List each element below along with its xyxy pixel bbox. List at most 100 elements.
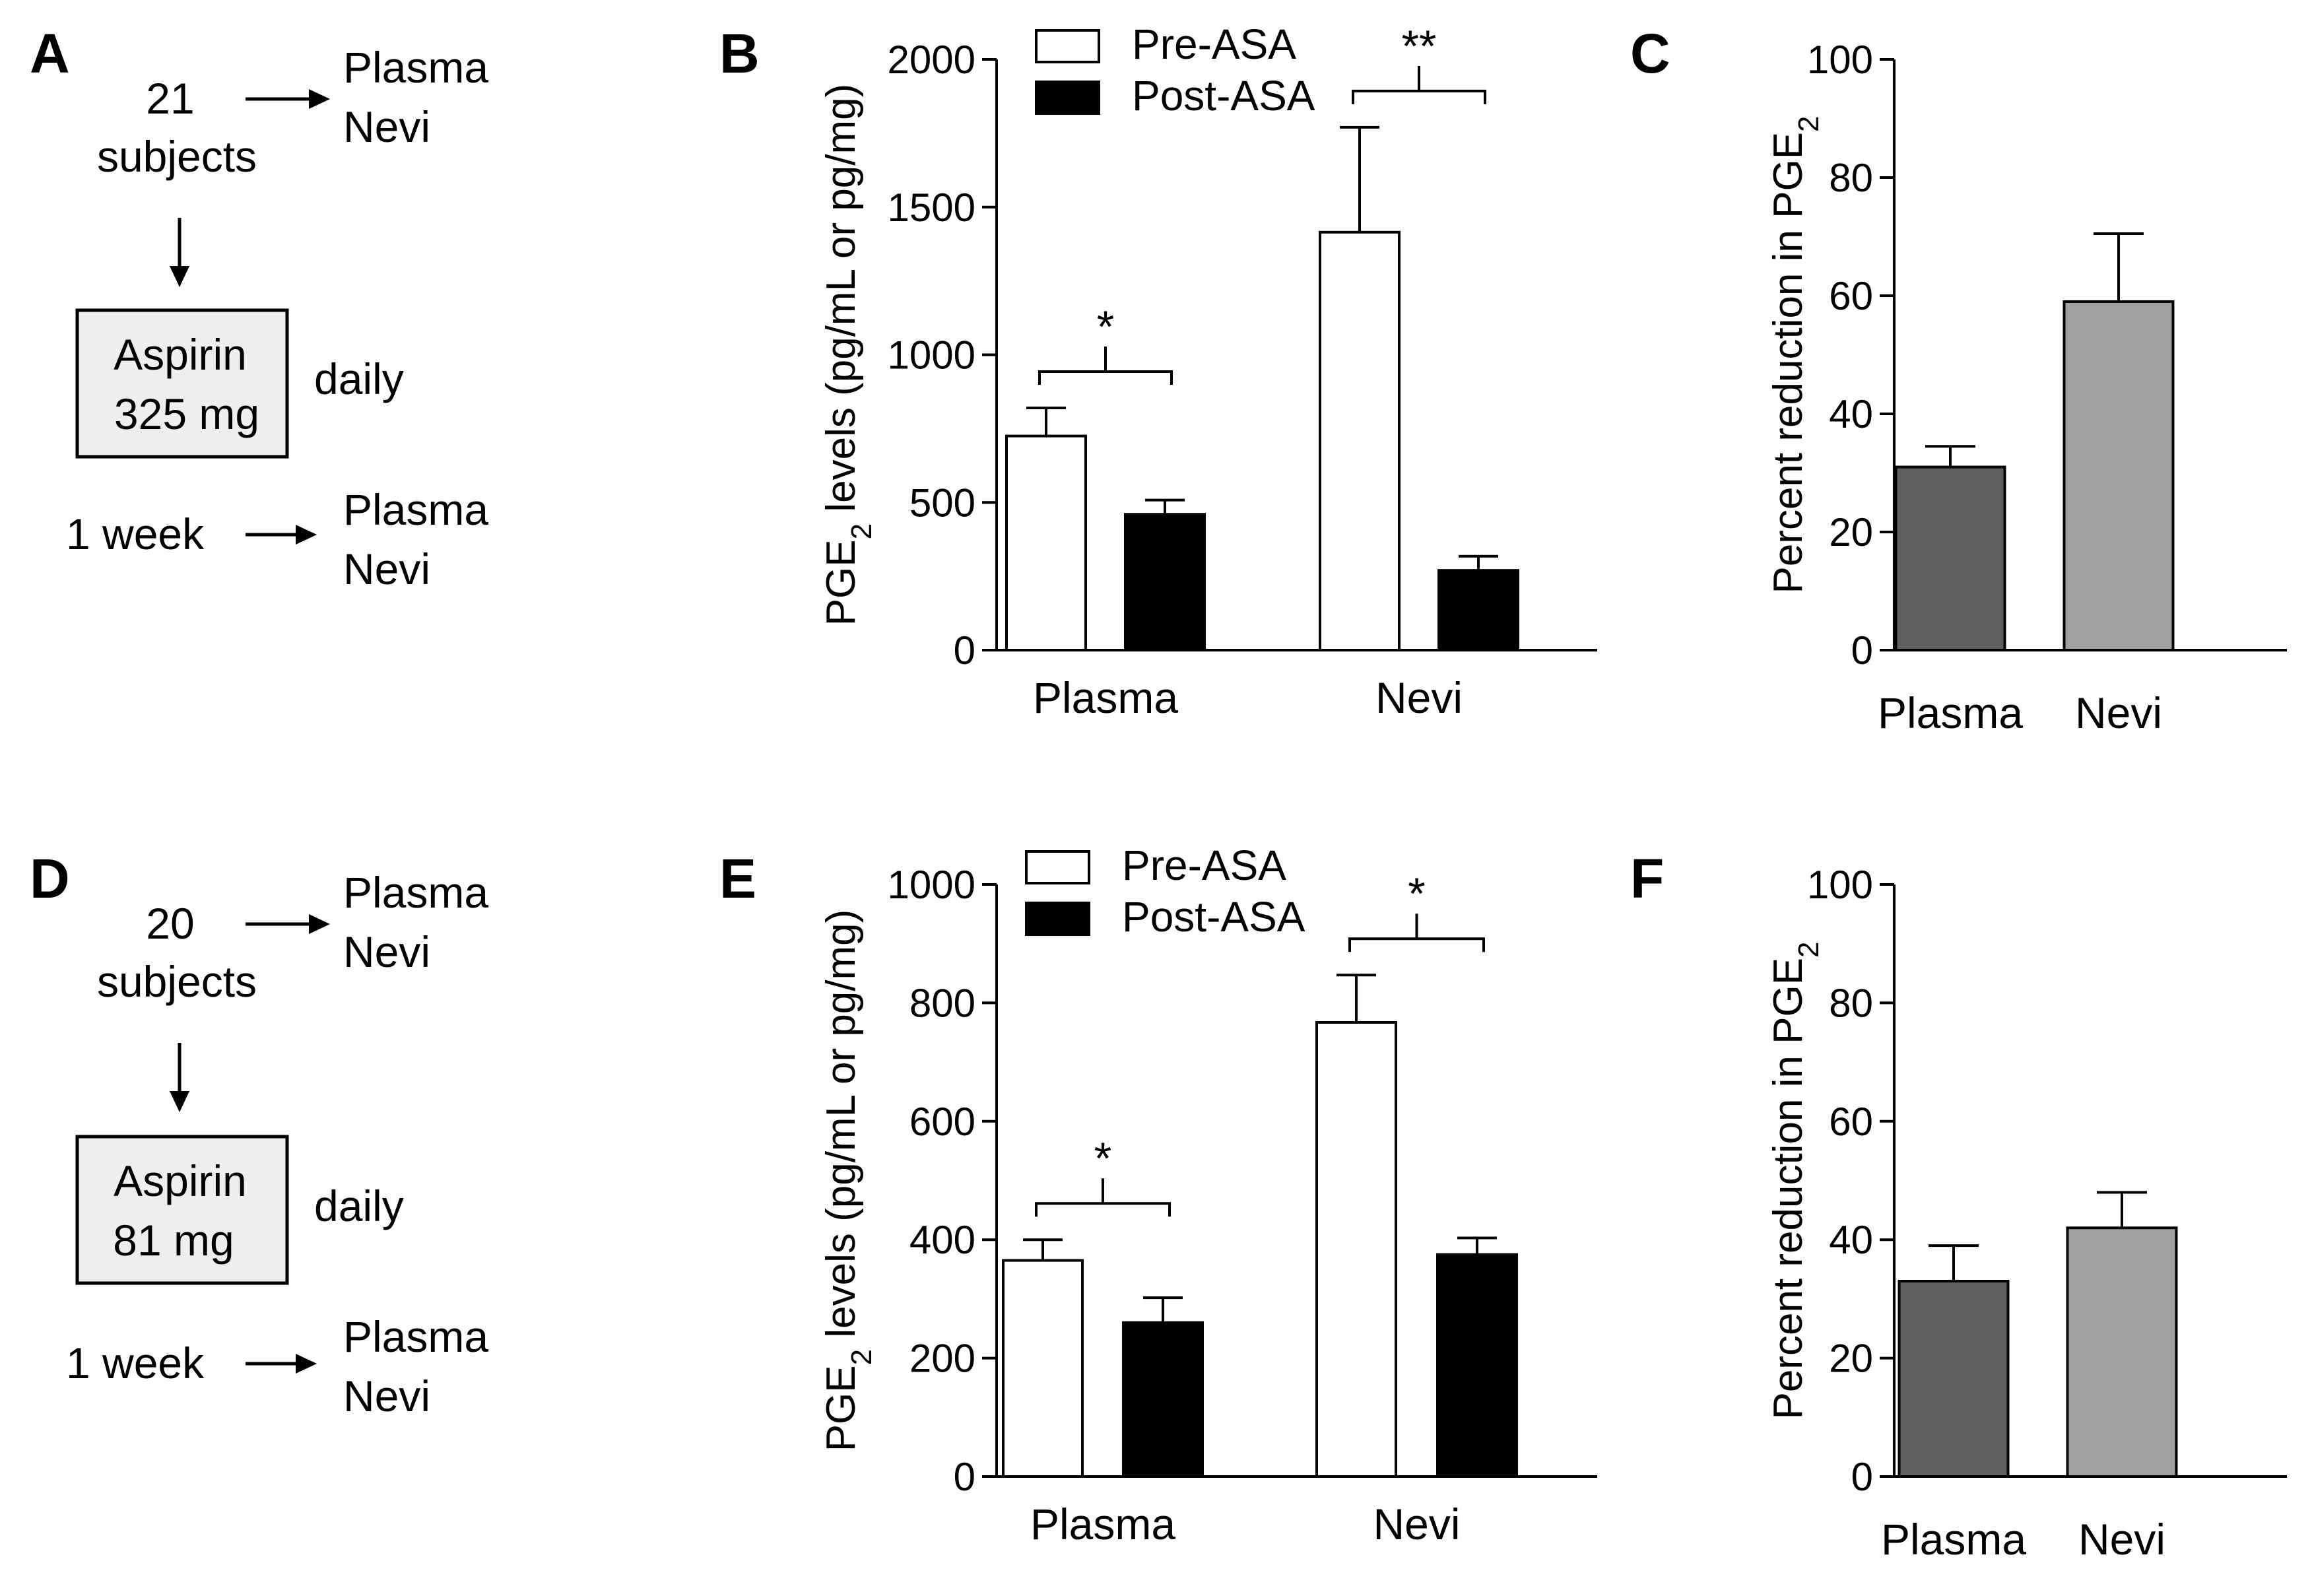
bar-pre-asa-plasma: [1002, 1259, 1084, 1478]
y-tick-label: 200: [909, 1337, 975, 1381]
baseline-sample-plasma: Plasma: [343, 43, 488, 92]
subject-count: 20: [146, 899, 194, 948]
significance-marker: *: [1097, 302, 1114, 352]
followup-sample-plasma: Plasma: [343, 485, 488, 534]
y-tick-label: 0: [1851, 628, 1873, 673]
baseline-sample-nevi: Nevi: [343, 102, 430, 151]
panel-letter-b: B: [719, 22, 760, 84]
subjects-label: subjects: [97, 957, 257, 1006]
significance-marker: *: [1094, 1133, 1111, 1183]
arrow-icon: [246, 89, 330, 109]
y-tick-label: 20: [1829, 1337, 1873, 1381]
y-tick-label: 1500: [888, 185, 975, 230]
bar-post-asa-nevi: [1436, 1253, 1518, 1478]
treatment-dose: 81 mg: [113, 1216, 234, 1265]
x-category-label: Plasma: [1881, 1515, 2026, 1564]
x-category-label: Plasma: [1030, 1500, 1175, 1548]
x-category-label: Nevi: [2078, 1515, 2165, 1564]
bar-nevi: [2062, 300, 2175, 651]
panel-letter-c: C: [1630, 22, 1670, 84]
flow-panel-a: A 21 subjects Plasma Nevi Aspirin 325 mg…: [30, 22, 488, 593]
x-category-label: Plasma: [1878, 688, 2023, 737]
treatment-duration: 1 week: [66, 510, 205, 558]
treatment-frequency: daily: [314, 354, 404, 403]
y-tick-label: 40: [1829, 1218, 1873, 1262]
panel-letter-d: D: [30, 848, 70, 910]
bar-plasma: [1894, 465, 2006, 651]
bar-post-asa-plasma: [1124, 513, 1206, 652]
significance-bracket: [1035, 1202, 1171, 1217]
treatment-box: [75, 308, 289, 459]
subject-count: 21: [146, 74, 194, 123]
y-tick-label: 0: [1851, 1455, 1873, 1499]
x-category-label: Plasma: [1033, 673, 1178, 722]
bar-post-asa-nevi: [1437, 569, 1519, 651]
significance-bracket: [1352, 89, 1486, 104]
y-tick-label: 2000: [888, 38, 975, 82]
baseline-sample-plasma: Plasma: [343, 868, 488, 917]
significance-marker: *: [1408, 869, 1425, 919]
arrow-down-icon: [170, 1043, 189, 1112]
y-tick-label: 400: [909, 1218, 975, 1262]
panel-letter-f: F: [1630, 848, 1664, 910]
legend-label: Pre-ASA: [1122, 842, 1286, 889]
y-tick-label: 80: [1829, 981, 1873, 1025]
followup-sample-nevi: Nevi: [343, 545, 430, 593]
x-category-label: Nevi: [2075, 688, 2162, 737]
y-tick-label: 0: [954, 628, 975, 673]
arrow-down-icon: [170, 218, 189, 287]
y-tick-label: 100: [1807, 38, 1873, 82]
legend-swatch-pre-asa: [1035, 29, 1100, 63]
arrow-icon: [246, 525, 317, 545]
significance-bracket: [1348, 937, 1485, 952]
legend-label: Pre-ASA: [1132, 20, 1296, 68]
panel-letter-e: E: [719, 848, 756, 910]
y-tick-label: 1000: [888, 863, 975, 907]
y-axis-title: PGE2 levels (pg/mL or pg/mg): [818, 910, 878, 1452]
legend-label: Post-ASA: [1122, 893, 1305, 941]
arrow-icon: [246, 914, 330, 934]
significance-marker: **: [1402, 21, 1437, 71]
arrow-icon: [246, 1354, 317, 1374]
bar-plasma: [1898, 1279, 2010, 1478]
y-tick-label: 20: [1829, 510, 1873, 554]
followup-sample-nevi: Nevi: [343, 1372, 430, 1420]
bar-post-asa-plasma: [1122, 1321, 1204, 1479]
bar-pre-asa-nevi: [1319, 230, 1401, 652]
treatment-drug: Aspirin: [114, 1156, 247, 1205]
y-tick-label: 80: [1829, 156, 1873, 200]
y-axis-title: Percent reduction in PGE2: [1766, 116, 1825, 593]
y-tick-label: 1000: [888, 333, 975, 378]
treatment-dose: 325 mg: [114, 389, 259, 438]
bar-pre-asa-plasma: [1005, 434, 1087, 651]
y-tick-label: 40: [1829, 392, 1873, 436]
y-tick-label: 60: [1829, 1100, 1873, 1144]
legend-label: Post-ASA: [1132, 72, 1315, 119]
x-category-label: Nevi: [1375, 673, 1463, 722]
panel-letter-a: A: [30, 22, 70, 84]
legend-swatch-post-asa: [1035, 81, 1100, 115]
baseline-sample-nevi: Nevi: [343, 927, 430, 976]
treatment-drug: Aspirin: [114, 330, 247, 379]
y-tick-label: 60: [1829, 274, 1873, 318]
y-tick-label: 600: [909, 1100, 975, 1144]
treatment-frequency: daily: [314, 1181, 404, 1230]
flow-panel-d: D 20 subjects Plasma Nevi Aspirin 81 mg …: [30, 848, 488, 1420]
y-tick-label: 100: [1807, 863, 1873, 907]
treatment-duration: 1 week: [66, 1339, 205, 1387]
x-category-label: Nevi: [1373, 1500, 1460, 1548]
y-tick-label: 0: [954, 1455, 975, 1499]
followup-sample-plasma: Plasma: [343, 1312, 488, 1361]
chart-panel-f: 0 20 40 60 80 100 Percent reduction in PGE2 Pla…: [1766, 863, 2287, 1564]
y-tick-label: 500: [909, 481, 975, 525]
subjects-label: subjects: [97, 132, 257, 181]
significance-bracket: [1038, 370, 1173, 385]
bar-nevi: [2066, 1226, 2178, 1478]
y-axis-title: PGE2 levels (pg/mL or pg/mg): [818, 84, 878, 626]
chart-panel-c: 0 20 40 60 80 100 Percent reduction in PGE2 Pla…: [1766, 38, 2287, 737]
y-axis-title: Percent reduction in PGE2: [1766, 941, 1825, 1419]
bar-pre-asa-nevi: [1315, 1021, 1397, 1478]
